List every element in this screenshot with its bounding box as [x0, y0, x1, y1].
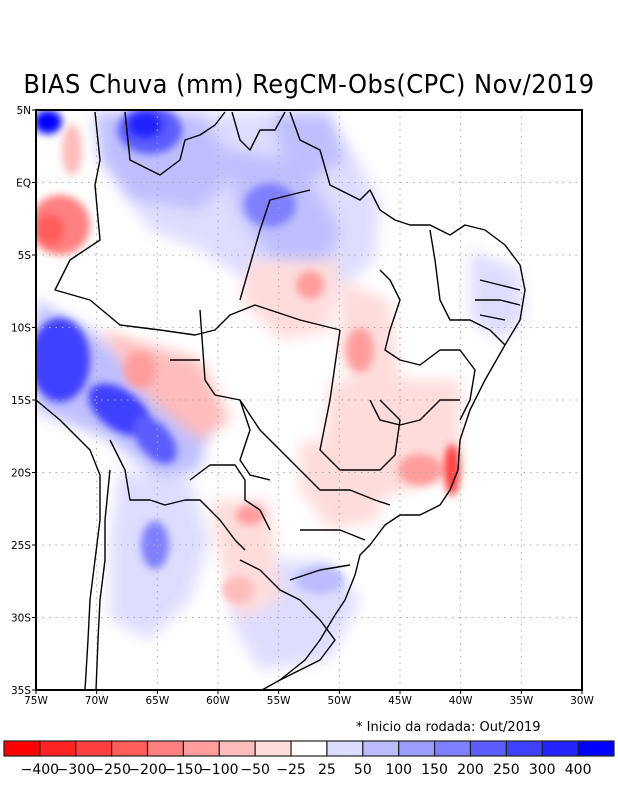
dry-core-pa	[296, 271, 324, 299]
wet-core-andes-a	[36, 318, 90, 402]
y-tick-label: 20S	[11, 468, 31, 480]
y-tick-label: 30S	[11, 613, 31, 625]
colorbar-swatch	[398, 740, 436, 757]
wet-core-para	[244, 183, 296, 227]
wet-core-andes-c	[133, 416, 177, 464]
dry-core-pr	[222, 576, 254, 604]
state-lines-9	[170, 359, 271, 481]
wet-core-nw-2	[127, 111, 163, 139]
colorbar-label: 100	[385, 762, 412, 778]
state-lines-4	[379, 269, 476, 421]
colorbar-swatch	[3, 740, 41, 757]
dry-core-rondonia	[124, 352, 156, 388]
colorbar-swatch	[362, 740, 400, 757]
x-tick-label: 65W	[145, 695, 169, 707]
dry-core-es	[444, 444, 460, 496]
y-tick-label: 25S	[11, 540, 31, 552]
andes-west	[35, 399, 101, 691]
colorbar-swatch	[218, 740, 256, 757]
colorbar-label: 250	[493, 762, 520, 778]
colorbar-label: −150	[164, 762, 202, 778]
x-tick-label: 60W	[206, 695, 230, 707]
gridlines	[36, 110, 582, 690]
political-boundaries	[35, 111, 526, 691]
colorbar-label: −400	[21, 762, 59, 778]
wet-core-topleft	[36, 110, 62, 134]
colorbar-label: −250	[92, 762, 130, 778]
colorbar-swatch	[541, 740, 579, 757]
colorbar-swatch	[290, 740, 328, 757]
colorbar-label: 400	[565, 762, 592, 778]
longitude-axis: 75W 70W 65W 60W 55W 50W 45W 40W 35W 30W	[24, 690, 594, 707]
colorbar-label: −200	[128, 762, 166, 778]
colorbar-swatch	[505, 740, 543, 757]
state-lines-5	[429, 229, 506, 346]
state-lines-8	[289, 469, 391, 581]
colorbar-label: 150	[421, 762, 448, 778]
colorbar-label: −25	[276, 762, 306, 778]
brazil-north-border	[54, 111, 341, 336]
colorbar-label: 200	[457, 762, 484, 778]
wet-region-amapa	[270, 112, 345, 180]
colorbar-swatch	[433, 740, 472, 757]
state-lines-7	[369, 399, 460, 426]
state-lines-1	[239, 189, 311, 301]
x-tick-label: 55W	[267, 695, 291, 707]
dry-core-north	[62, 124, 82, 176]
bolivia-border	[109, 439, 246, 551]
colorbar-label: −100	[200, 762, 238, 778]
wet-region-northeast	[470, 250, 525, 340]
colorbar-swatch	[254, 740, 292, 757]
x-tick-label: 50W	[327, 695, 351, 707]
latitude-axis: 5N EQ 5S 10S 15S 20S 25S 30S 35S	[11, 105, 36, 697]
dry-core-to	[346, 328, 374, 372]
wet-core-argentina	[141, 521, 169, 569]
colorbar-swatch	[469, 740, 507, 757]
anomaly-field	[36, 110, 582, 690]
state-lines-2	[319, 329, 401, 471]
y-tick-label: 5S	[18, 250, 32, 262]
colorbar-label: 300	[529, 762, 556, 778]
map-title: BIAS Chuva (mm) RegCM-Obs(CPC) Nov/2019	[23, 70, 595, 100]
y-tick-label: 10S	[11, 323, 31, 335]
y-tick-label: 5N	[16, 105, 31, 117]
footnote: * Inicio da rodada: Out/2019	[356, 720, 541, 735]
state-lines-6	[475, 279, 521, 321]
y-tick-label: EQ	[16, 178, 31, 190]
colorbar: −400−300−250−200−150−100 −50 −25 25 50 100 150…	[3, 740, 615, 778]
colorbar-label: 50	[354, 762, 372, 778]
colorbar-label: −50	[240, 762, 270, 778]
colorbar-swatch	[75, 740, 113, 757]
x-tick-label: 70W	[85, 695, 109, 707]
dry-region-sp	[300, 440, 380, 530]
paraguay-border	[189, 464, 271, 531]
colorbar-swatch	[182, 740, 220, 757]
colorbar-label: 25	[318, 762, 336, 778]
argentina-uruguay	[239, 559, 336, 681]
y-tick-label: 35S	[11, 685, 31, 697]
x-tick-label: 45W	[388, 695, 412, 707]
dry-core-mg	[398, 454, 442, 486]
x-tick-label: 35W	[509, 695, 533, 707]
x-tick-label: 40W	[449, 695, 473, 707]
wet-core-rs	[296, 566, 344, 594]
x-tick-label: 30W	[570, 695, 594, 707]
colorbar-swatch	[326, 740, 364, 757]
colorbar-swatch	[146, 740, 185, 757]
colorbar-label: −300	[57, 762, 95, 778]
chile-argentina	[95, 469, 111, 691]
colorbar-swatch	[577, 740, 615, 757]
x-tick-label: 75W	[24, 695, 48, 707]
colorbar-swatch	[111, 740, 149, 757]
colorbar-swatch	[39, 740, 77, 757]
dry-core-colombia-2	[36, 214, 64, 246]
dry-core-ms	[236, 505, 264, 525]
y-tick-label: 15S	[11, 395, 31, 407]
